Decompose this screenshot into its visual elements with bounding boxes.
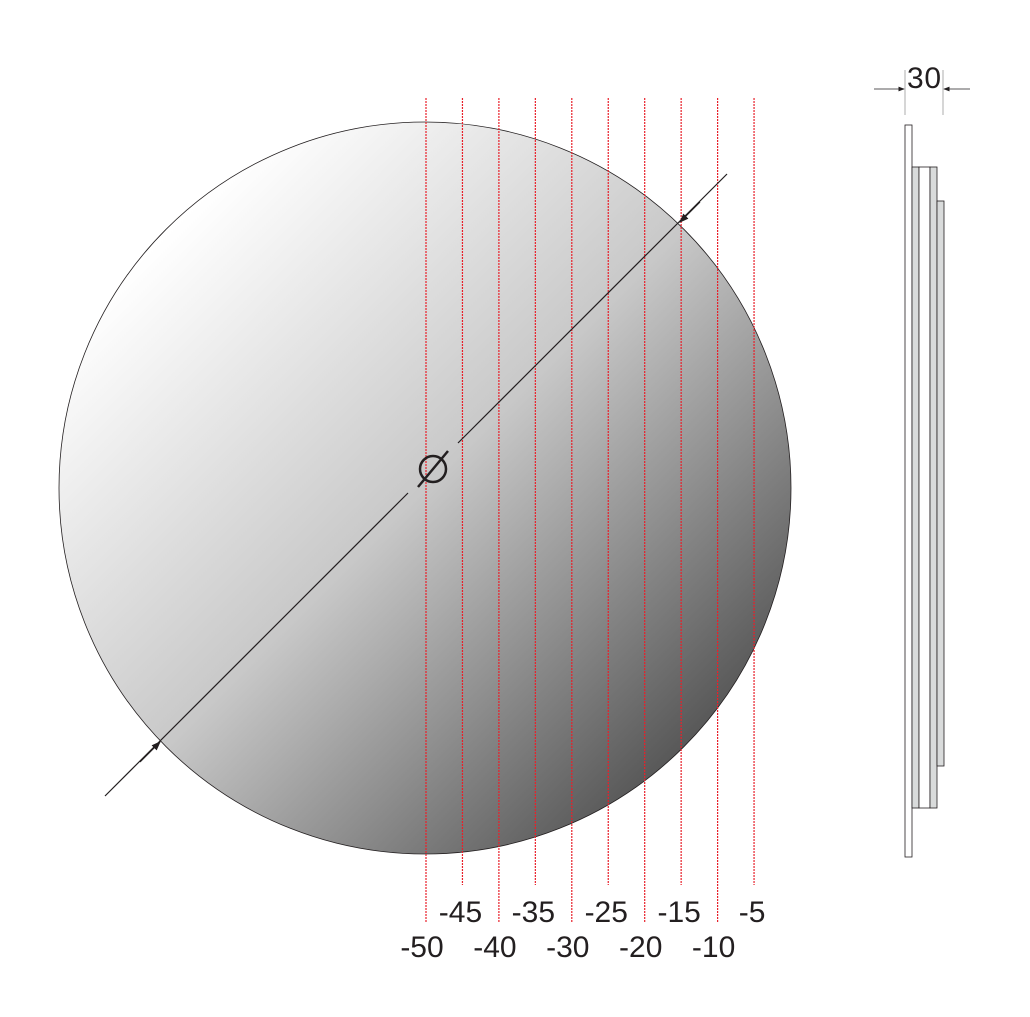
offset-label: -15: [657, 896, 700, 929]
diameter-symbol: [417, 450, 449, 488]
offset-label: -35: [512, 896, 555, 929]
mirror-side-profile: [904, 124, 945, 858]
thickness-label: 30: [907, 62, 941, 95]
offset-label: -10: [692, 931, 735, 964]
offset-label: -25: [585, 896, 628, 929]
thickness-dimension: [874, 70, 970, 115]
offset-label: -50: [400, 931, 443, 964]
offset-label: -5: [739, 896, 766, 929]
offset-label: -45: [439, 896, 482, 929]
diameter-arrow-upper: [679, 201, 701, 223]
offset-label: -20: [619, 931, 662, 964]
offset-label: -30: [546, 931, 589, 964]
offset-label: -40: [473, 931, 516, 964]
diameter-arrow-lower: [139, 741, 161, 763]
